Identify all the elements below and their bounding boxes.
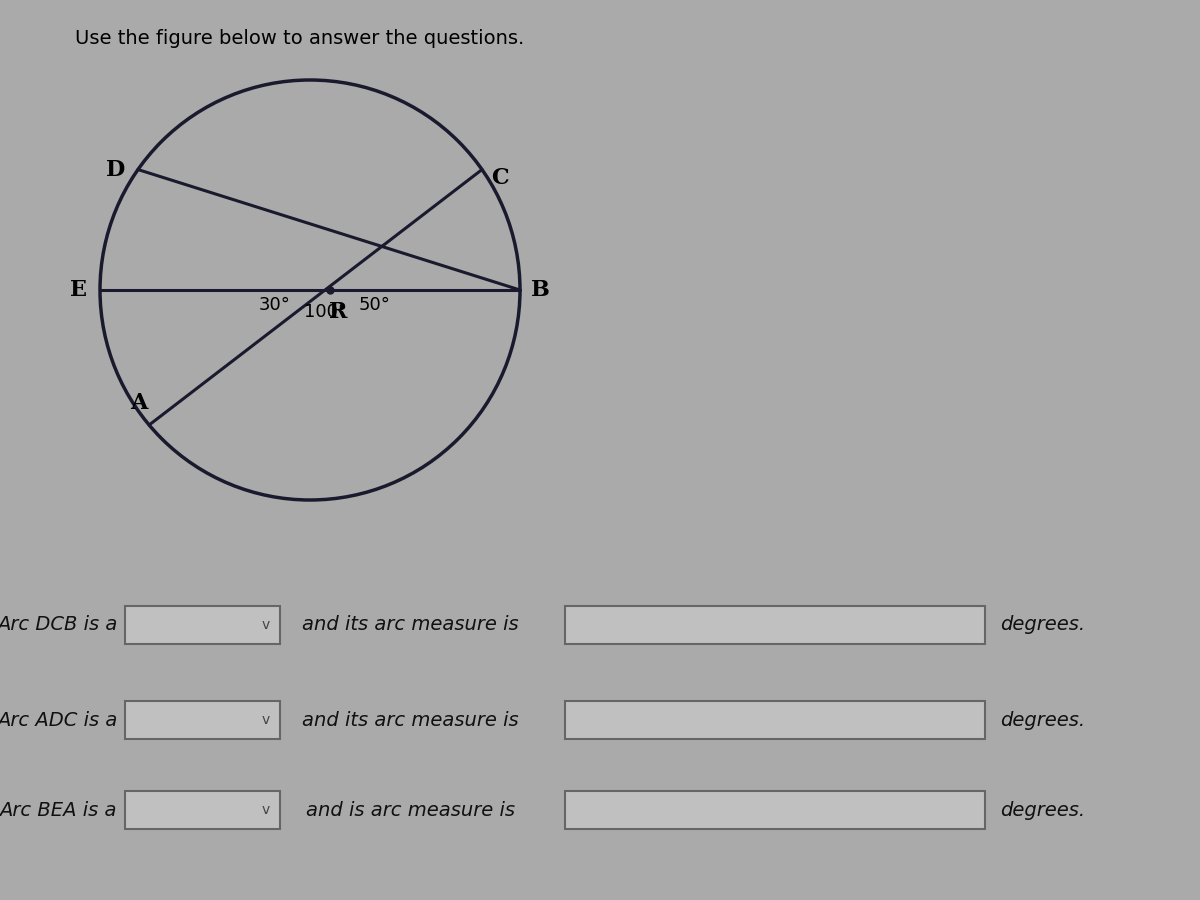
Text: B: B <box>530 279 550 301</box>
Text: 30°: 30° <box>259 296 290 314</box>
Bar <box>125 701 280 739</box>
Text: degrees.: degrees. <box>1000 616 1085 634</box>
Text: C: C <box>491 166 509 188</box>
Text: v: v <box>262 803 270 817</box>
Text: Arc DCB is a: Arc DCB is a <box>0 616 118 634</box>
Text: v: v <box>262 618 270 632</box>
Text: degrees.: degrees. <box>1000 710 1085 730</box>
Text: Arc BEA is a: Arc BEA is a <box>0 800 118 820</box>
Bar <box>125 791 280 829</box>
Text: and is arc measure is: and is arc measure is <box>306 800 515 820</box>
Text: D: D <box>107 158 126 181</box>
Bar <box>565 791 985 829</box>
Text: v: v <box>262 713 270 727</box>
Bar <box>565 701 985 739</box>
Text: 100°: 100° <box>304 303 347 321</box>
Text: Use the figure below to answer the questions.: Use the figure below to answer the quest… <box>76 29 524 48</box>
Text: Arc ADC is a: Arc ADC is a <box>0 710 118 730</box>
Text: E: E <box>70 279 86 301</box>
Bar <box>125 606 280 644</box>
Bar <box>565 606 985 644</box>
Text: A: A <box>131 392 148 414</box>
Text: and its arc measure is: and its arc measure is <box>301 616 518 634</box>
Text: and its arc measure is: and its arc measure is <box>301 710 518 730</box>
Text: R: R <box>329 301 347 323</box>
Text: 50°: 50° <box>359 296 391 314</box>
Text: degrees.: degrees. <box>1000 800 1085 820</box>
